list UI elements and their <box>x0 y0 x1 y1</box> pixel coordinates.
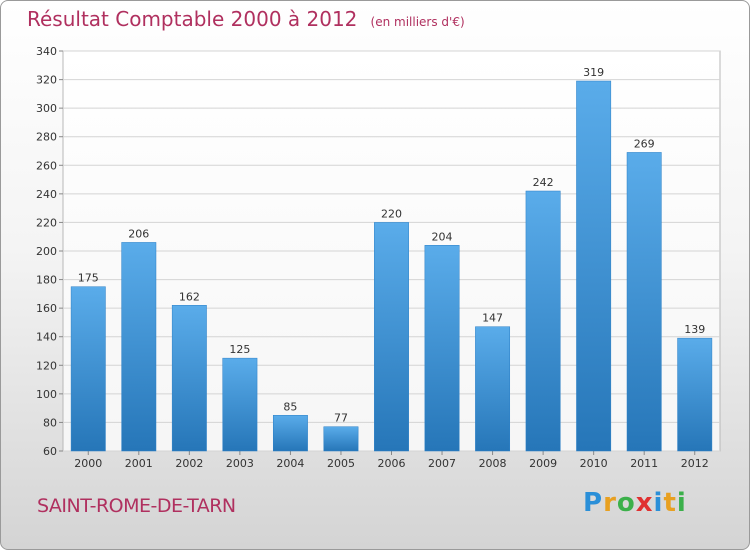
bar-2005 <box>323 426 359 452</box>
chart-subtitle: (en milliers d'€) <box>370 15 465 29</box>
x-tick-label-2000: 2000 <box>74 457 102 470</box>
bar-2003 <box>222 357 258 452</box>
y-tick-label: 120 <box>36 359 57 372</box>
y-tick-label: 160 <box>36 302 57 315</box>
value-label-2010: 319 <box>583 66 604 79</box>
chart-title-block: Résultat Comptable 2000 à 2012 (en milli… <box>27 7 465 31</box>
value-label-2009: 242 <box>533 176 554 189</box>
logo-letter: t <box>663 488 677 518</box>
x-tick-label-2002: 2002 <box>175 457 203 470</box>
proxiti-logo: Proxiti <box>583 488 687 518</box>
bar-2011 <box>626 152 662 452</box>
logo-letter: r <box>603 488 617 518</box>
bar-2009 <box>525 190 561 452</box>
logo-letter: i <box>676 488 687 518</box>
y-tick-label: 140 <box>36 331 57 344</box>
chart-title: Résultat Comptable 2000 à 2012 <box>27 7 358 31</box>
x-tick-label-2007: 2007 <box>428 457 456 470</box>
value-label-2004: 85 <box>283 400 297 413</box>
bar-2002 <box>171 305 207 452</box>
y-tick-label: 180 <box>36 274 57 287</box>
bar-2001 <box>121 242 157 452</box>
x-tick-label-2006: 2006 <box>378 457 406 470</box>
x-tick-label-2011: 2011 <box>630 457 658 470</box>
x-tick-label-2003: 2003 <box>226 457 254 470</box>
value-label-2012: 139 <box>684 323 705 336</box>
value-label-2000: 175 <box>78 272 99 285</box>
logo-letter: i <box>653 488 664 518</box>
bar-2007 <box>424 245 460 452</box>
x-tick-label-2004: 2004 <box>276 457 304 470</box>
value-label-2006: 220 <box>381 207 402 220</box>
bar-2012 <box>677 337 713 452</box>
value-label-2011: 269 <box>634 137 655 150</box>
bar-2006 <box>374 222 409 452</box>
logo-letter: o <box>616 488 636 518</box>
bar-2010 <box>576 80 612 452</box>
x-tick-label-2010: 2010 <box>580 457 608 470</box>
y-tick-label: 340 <box>36 45 57 58</box>
x-tick-label-2008: 2008 <box>479 457 507 470</box>
y-tick-label: 260 <box>36 159 57 172</box>
y-tick-label: 280 <box>36 131 57 144</box>
commune-name: SAINT-ROME-DE-TARN <box>37 495 236 517</box>
bar-2008 <box>475 326 511 452</box>
y-tick-label: 300 <box>36 102 57 115</box>
x-tick-label-2009: 2009 <box>529 457 557 470</box>
y-tick-label: 220 <box>36 216 57 229</box>
value-label-2007: 204 <box>432 230 453 243</box>
logo-letter: P <box>583 488 604 518</box>
y-tick-label: 60 <box>43 445 57 458</box>
y-tick-label: 320 <box>36 74 57 87</box>
value-label-2003: 125 <box>229 343 250 356</box>
value-label-2002: 162 <box>179 290 200 303</box>
x-tick-label-2005: 2005 <box>327 457 355 470</box>
value-label-2001: 206 <box>128 227 149 240</box>
value-label-2008: 147 <box>482 312 503 325</box>
logo-letter: x <box>635 488 654 518</box>
y-tick-label: 100 <box>36 388 57 401</box>
x-tick-label-2012: 2012 <box>681 457 709 470</box>
y-tick-label: 200 <box>36 245 57 258</box>
bar-2004 <box>272 415 308 452</box>
y-tick-label: 240 <box>36 188 57 201</box>
bar-2000 <box>70 286 106 452</box>
y-tick-label: 80 <box>43 416 57 429</box>
value-label-2005: 77 <box>334 412 348 425</box>
x-tick-label-2001: 2001 <box>125 457 153 470</box>
